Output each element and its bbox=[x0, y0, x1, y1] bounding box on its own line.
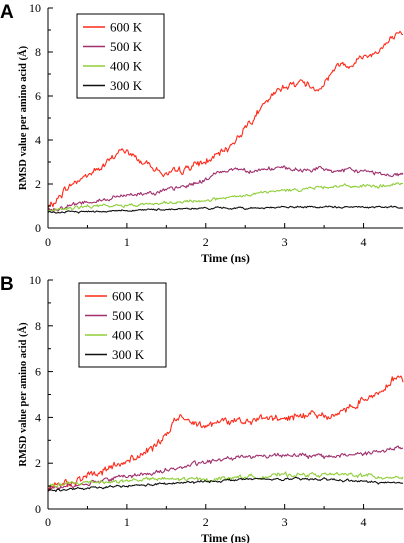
legend-label: 400 K bbox=[112, 328, 145, 343]
legend-box bbox=[78, 282, 167, 368]
y-tick-label: 8 bbox=[35, 319, 41, 333]
y-axis-title: RMSD value per amino acid (Å) bbox=[17, 322, 29, 467]
y-tick-label: 6 bbox=[35, 365, 41, 379]
legend-box bbox=[76, 13, 165, 99]
panel-b-chart: B 0 2 4 6 8 10 0 1 2 3 4 Time (ns) RMSD value per ami… bbox=[0, 273, 404, 543]
series-line-300k bbox=[47, 476, 404, 493]
series-group bbox=[47, 30, 404, 214]
legend: 600 K 500 K 400 K 300 K bbox=[78, 282, 167, 368]
x-tick-label: 0 bbox=[45, 235, 51, 249]
panel-a-chart: A 0 2 4 6 8 10 0 1 2 3 4 Time (ns) RMSD value per ami… bbox=[0, 1, 404, 265]
y-axis-title: RMSD value per amino acid (Å) bbox=[17, 45, 29, 190]
x-tick-label: 2 bbox=[203, 235, 209, 249]
x-axis-title: Time (ns) bbox=[201, 251, 250, 265]
legend-label: 600 K bbox=[110, 20, 143, 35]
legend-label: 300 K bbox=[112, 347, 145, 362]
y-tick-label: 2 bbox=[35, 177, 41, 191]
legend-label: 400 K bbox=[110, 59, 143, 74]
y-tick-label: 4 bbox=[35, 133, 41, 147]
legend-label: 500 K bbox=[110, 39, 143, 54]
series-line-500k bbox=[47, 445, 404, 492]
y-tick-label: 0 bbox=[35, 502, 41, 516]
y-tick-label: 2 bbox=[35, 456, 41, 470]
y-tick-label: 10 bbox=[29, 1, 41, 15]
x-tick-label: 3 bbox=[282, 235, 288, 249]
x-tick-label: 1 bbox=[124, 515, 130, 529]
x-axis-title: Time (ns) bbox=[201, 531, 250, 543]
x-tick-label: 2 bbox=[203, 515, 209, 529]
legend-label: 500 K bbox=[112, 308, 145, 323]
x-tick-label: 1 bbox=[124, 235, 130, 249]
y-tick-label: 10 bbox=[29, 273, 41, 287]
series-line-300k bbox=[47, 205, 404, 214]
series-line-600k bbox=[47, 30, 403, 209]
x-tick-label: 4 bbox=[361, 515, 367, 529]
legend: 600 K 500 K 400 K 300 K bbox=[76, 13, 165, 99]
series-line-500k bbox=[47, 165, 404, 212]
x-tick-label: 0 bbox=[45, 515, 51, 529]
series-line-600k bbox=[47, 375, 404, 492]
legend-label: 600 K bbox=[112, 289, 145, 304]
y-tick-label: 4 bbox=[35, 410, 41, 424]
x-tick-label: 4 bbox=[361, 235, 367, 249]
y-tick-label: 0 bbox=[35, 221, 41, 235]
y-tick-label: 8 bbox=[35, 45, 41, 59]
panel-letter: A bbox=[0, 2, 14, 23]
y-tick-label: 6 bbox=[35, 89, 41, 103]
panel-letter: B bbox=[0, 274, 14, 295]
series-line-400k bbox=[47, 182, 403, 212]
x-tick-label: 3 bbox=[282, 515, 288, 529]
legend-label: 300 K bbox=[110, 78, 143, 93]
series-group bbox=[47, 375, 404, 493]
